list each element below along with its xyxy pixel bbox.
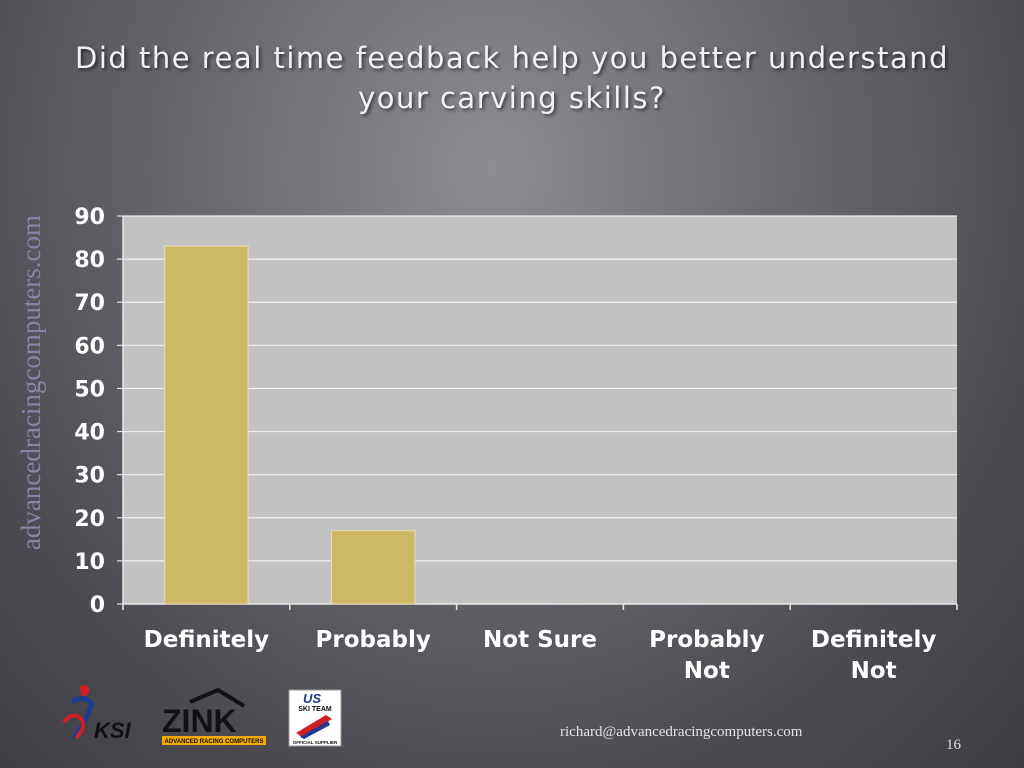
page-number: 16 [946,737,961,753]
us-ski-team-logo: US SKI TEAM OFFICIAL SUPPLIER [288,689,342,747]
zink-logo-text: ZINK [162,703,237,739]
y-tick-label: 90 [74,205,105,230]
y-tick-label: 80 [74,248,105,273]
bar-definitely [164,245,249,605]
us-ski-team-logo-blue-stripe [300,721,330,739]
slide-title: Did the real time feedback help you bett… [40,38,984,118]
footer-email: richard@advancedracingcomputers.com [560,724,803,740]
y-tick-label: 70 [74,291,105,316]
zink-logo: ZINK ADVANCED RACING COMPUTERS [162,688,266,745]
us-ski-team-logo-red-stripe [296,715,332,737]
y-tick-label: 60 [74,334,105,359]
zink-logo-subtext: ADVANCED RACING COMPUTERS [165,739,264,745]
y-tick-label: 40 [74,421,105,446]
ksi-logo: KSI [62,685,132,743]
zink-logo-banner [162,736,266,745]
x-category-label: Probably Not [649,627,764,684]
ksi-logo-skier-mark [70,696,95,740]
us-ski-team-logo-caption: OFFICIAL SUPPLIER [293,740,338,745]
us-ski-team-logo-frame [288,689,342,747]
plot-area [123,216,957,604]
us-ski-team-logo-text: US [303,691,321,706]
x-category-label: Not Sure [483,627,597,653]
y-tick-label: 0 [90,593,105,618]
title-line-1: Did the real time feedback help you bett… [74,41,950,75]
x-category-label: Definitely [144,627,269,653]
y-tick-label: 50 [74,377,105,402]
y-tick-label: 10 [74,550,105,575]
x-category-label: Probably [316,627,431,653]
title-line-2: your carving skills? [358,81,666,115]
bar-probably [331,530,416,605]
y-tick-label: 30 [74,464,105,489]
zink-logo-mountain-mark [189,688,246,708]
ksi-logo-text: KSI [94,718,132,743]
ksi-logo-swoosh-mark [62,713,86,740]
ksi-logo-head-mark [80,685,90,697]
x-category-label: Definitely Not [811,627,936,684]
y-tick-label: 20 [74,507,105,532]
us-ski-team-logo-subtext: SKI TEAM [298,706,332,713]
